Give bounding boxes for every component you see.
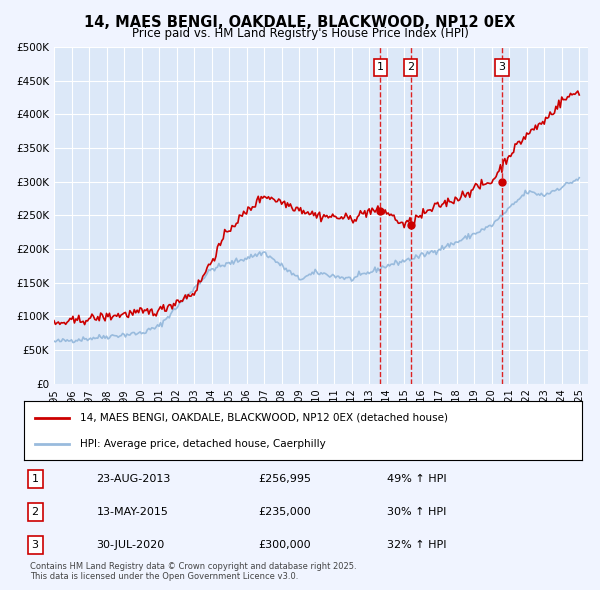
Text: 13-MAY-2015: 13-MAY-2015 [97, 507, 169, 517]
Text: Price paid vs. HM Land Registry's House Price Index (HPI): Price paid vs. HM Land Registry's House … [131, 27, 469, 40]
Text: £300,000: £300,000 [259, 540, 311, 550]
Text: 30% ↑ HPI: 30% ↑ HPI [387, 507, 446, 517]
Text: 2: 2 [32, 507, 39, 517]
Text: 1: 1 [32, 474, 38, 484]
Text: 2: 2 [407, 63, 414, 73]
Text: £256,995: £256,995 [259, 474, 311, 484]
Text: HPI: Average price, detached house, Caerphilly: HPI: Average price, detached house, Caer… [80, 439, 326, 448]
Text: 1: 1 [377, 63, 384, 73]
Text: 49% ↑ HPI: 49% ↑ HPI [387, 474, 446, 484]
Text: 32% ↑ HPI: 32% ↑ HPI [387, 540, 446, 550]
Text: Contains HM Land Registry data © Crown copyright and database right 2025.
This d: Contains HM Land Registry data © Crown c… [30, 562, 356, 581]
Text: 14, MAES BENGI, OAKDALE, BLACKWOOD, NP12 0EX: 14, MAES BENGI, OAKDALE, BLACKWOOD, NP12… [85, 15, 515, 30]
Text: 3: 3 [499, 63, 505, 73]
Text: 14, MAES BENGI, OAKDALE, BLACKWOOD, NP12 0EX (detached house): 14, MAES BENGI, OAKDALE, BLACKWOOD, NP12… [80, 413, 448, 422]
Text: 30-JUL-2020: 30-JUL-2020 [97, 540, 165, 550]
Text: £235,000: £235,000 [259, 507, 311, 517]
Text: 3: 3 [32, 540, 38, 550]
Text: 23-AUG-2013: 23-AUG-2013 [97, 474, 171, 484]
